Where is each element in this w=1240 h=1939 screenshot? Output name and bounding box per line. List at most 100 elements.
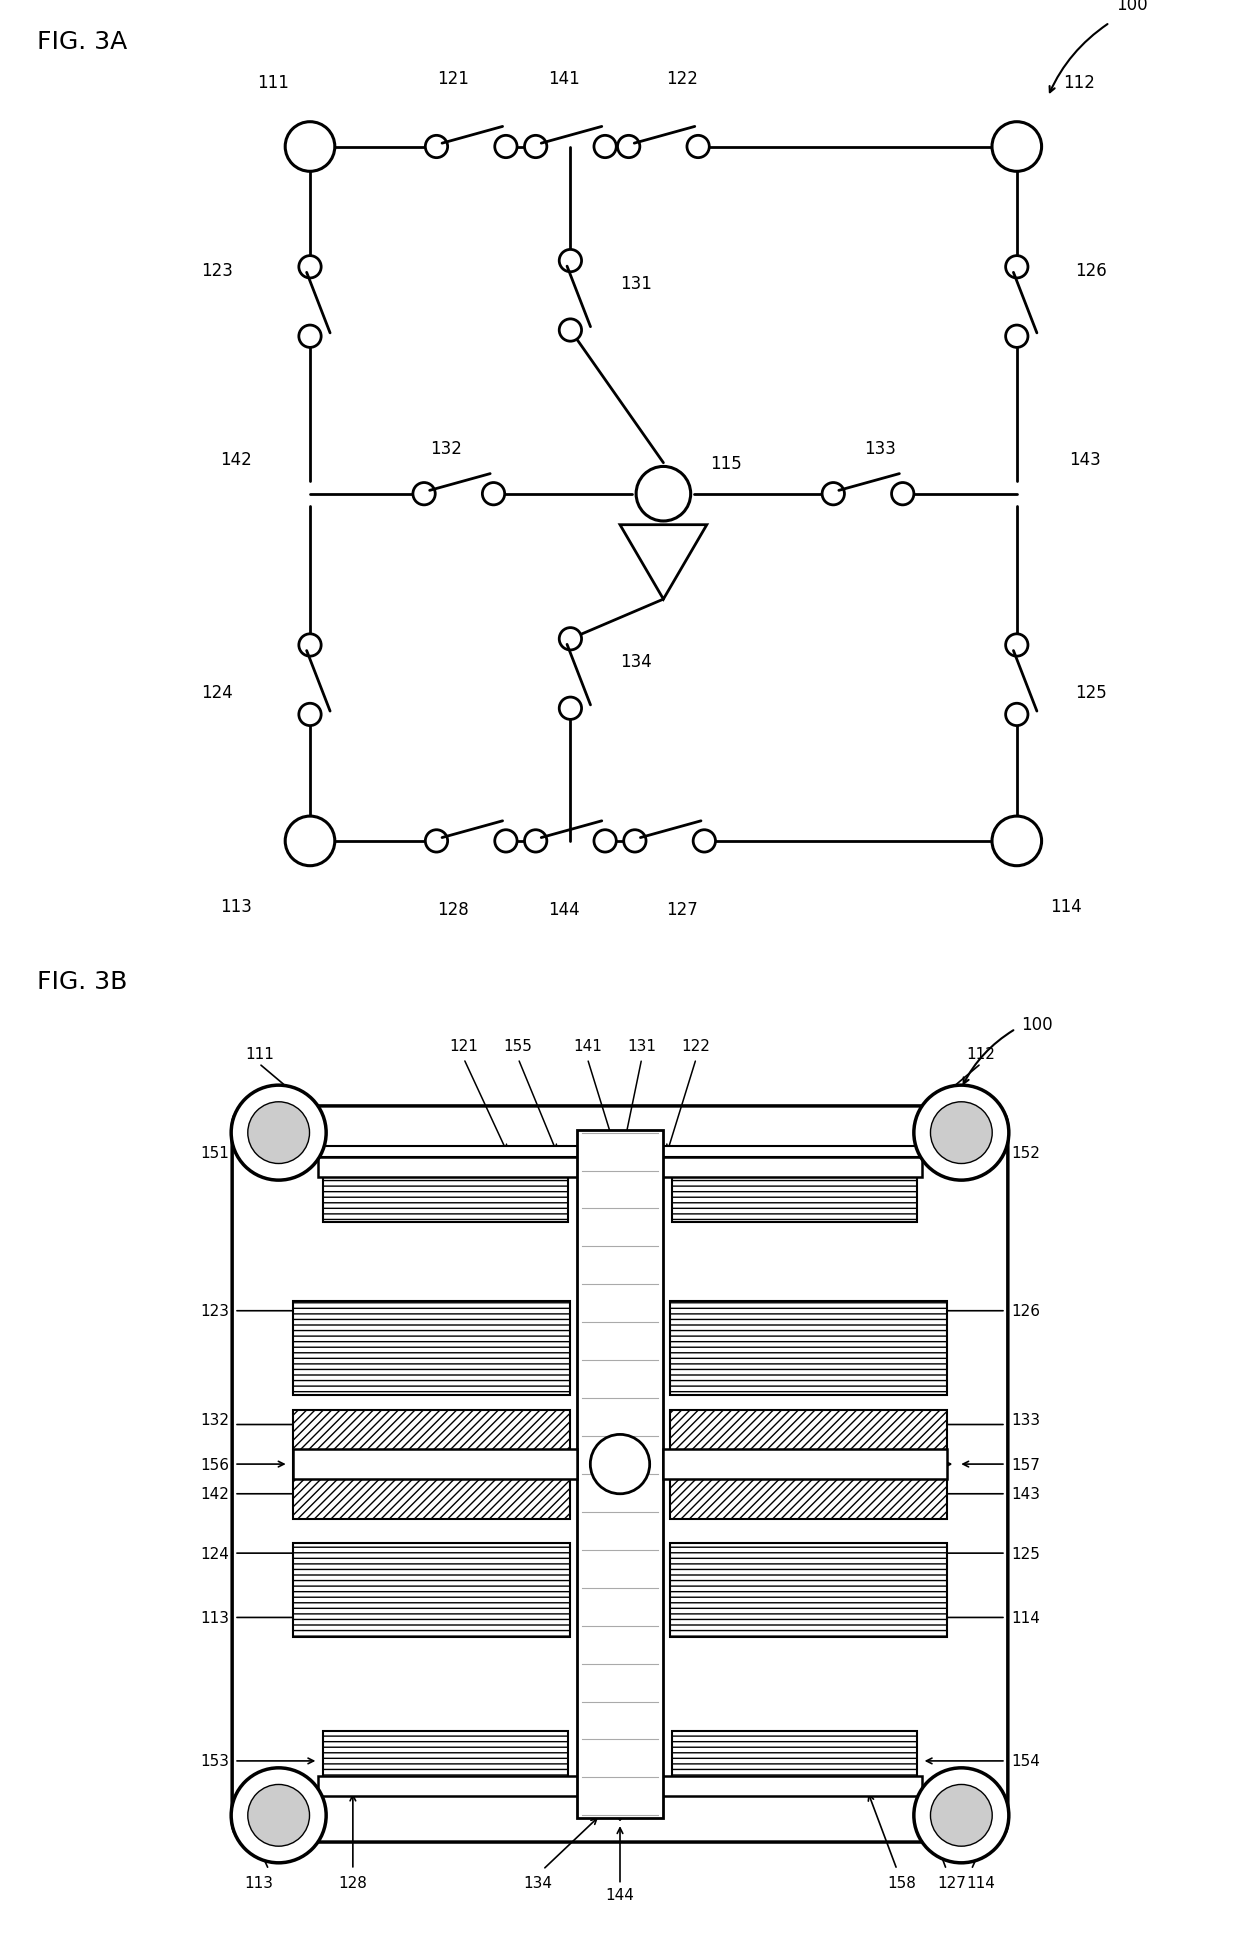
Text: 113: 113: [200, 1609, 229, 1625]
Text: 153: 153: [200, 1753, 229, 1768]
Circle shape: [559, 698, 582, 719]
Circle shape: [1006, 634, 1028, 657]
Circle shape: [1006, 326, 1028, 349]
Circle shape: [992, 816, 1042, 867]
Bar: [324, 1732, 568, 1792]
Text: 132: 132: [200, 1412, 229, 1427]
FancyBboxPatch shape: [662, 1450, 947, 1479]
Bar: [319, 1158, 921, 1177]
Text: 122: 122: [666, 70, 698, 87]
Circle shape: [590, 1435, 650, 1495]
Circle shape: [285, 122, 335, 173]
Text: 121: 121: [436, 70, 469, 87]
Circle shape: [231, 1086, 326, 1181]
Text: 128: 128: [436, 902, 469, 919]
Circle shape: [299, 634, 321, 657]
Text: 124: 124: [201, 1545, 229, 1561]
Circle shape: [425, 830, 448, 853]
Bar: [294, 1410, 569, 1518]
Circle shape: [624, 830, 646, 853]
Text: 132: 132: [430, 440, 463, 458]
Text: 114: 114: [1050, 898, 1083, 915]
Bar: [294, 1543, 569, 1637]
Text: 141: 141: [548, 70, 580, 87]
Circle shape: [636, 467, 691, 522]
Text: FIG. 3B: FIG. 3B: [37, 970, 128, 995]
Circle shape: [1006, 704, 1028, 727]
Circle shape: [992, 122, 1042, 173]
Text: 123: 123: [201, 262, 233, 281]
Circle shape: [594, 830, 616, 853]
Text: 115: 115: [630, 1456, 658, 1472]
Text: 112: 112: [1063, 74, 1095, 91]
Circle shape: [285, 816, 335, 867]
Text: 114: 114: [966, 1875, 996, 1891]
Circle shape: [248, 1784, 310, 1846]
Text: 133: 133: [864, 440, 897, 458]
Text: 143: 143: [1011, 1487, 1040, 1501]
Text: 154: 154: [1011, 1753, 1039, 1768]
Circle shape: [231, 1768, 326, 1863]
Text: 144: 144: [605, 1887, 635, 1902]
Text: 152: 152: [1011, 1146, 1039, 1160]
Text: 114: 114: [1011, 1609, 1039, 1625]
Text: 133: 133: [1011, 1412, 1040, 1427]
Text: 126: 126: [1011, 1303, 1040, 1319]
Circle shape: [693, 830, 715, 853]
Circle shape: [914, 1768, 1009, 1863]
Circle shape: [525, 830, 547, 853]
Text: 125: 125: [1075, 684, 1107, 702]
Text: 127: 127: [666, 902, 698, 919]
Circle shape: [495, 136, 517, 159]
Circle shape: [559, 628, 582, 652]
Text: 144: 144: [548, 902, 580, 919]
Bar: [294, 1301, 569, 1396]
Bar: [578, 1130, 662, 1819]
Text: 141: 141: [573, 1039, 601, 1055]
Circle shape: [299, 704, 321, 727]
Text: 126: 126: [1075, 262, 1107, 281]
Bar: [672, 1163, 916, 1222]
Text: 142: 142: [201, 1487, 229, 1501]
Text: 112: 112: [966, 1047, 996, 1061]
Circle shape: [914, 1086, 1009, 1181]
Circle shape: [482, 483, 505, 506]
Text: 125: 125: [1011, 1545, 1039, 1561]
Text: 111: 111: [257, 74, 289, 91]
Text: 134: 134: [523, 1875, 552, 1891]
Bar: [671, 1543, 946, 1637]
Text: 115: 115: [711, 454, 743, 473]
Bar: [672, 1732, 916, 1792]
Circle shape: [559, 320, 582, 341]
Bar: [671, 1410, 946, 1518]
Text: 157: 157: [1011, 1456, 1039, 1472]
Text: 142: 142: [219, 450, 252, 469]
Circle shape: [930, 1784, 992, 1846]
Text: 100: 100: [1021, 1016, 1053, 1033]
Circle shape: [1006, 256, 1028, 279]
Text: 124: 124: [201, 684, 233, 702]
Text: FIG. 3A: FIG. 3A: [37, 29, 128, 54]
Circle shape: [525, 136, 547, 159]
Bar: [671, 1301, 946, 1396]
Text: 156: 156: [200, 1456, 229, 1472]
Text: 128: 128: [339, 1875, 367, 1891]
Bar: [319, 1776, 921, 1796]
Text: 100: 100: [1116, 0, 1148, 14]
Polygon shape: [620, 525, 707, 599]
Circle shape: [495, 830, 517, 853]
Text: 155: 155: [503, 1039, 532, 1055]
Text: 123: 123: [200, 1303, 229, 1319]
Text: 158: 158: [888, 1875, 916, 1891]
Text: 113: 113: [219, 898, 252, 915]
Text: 127: 127: [937, 1875, 966, 1891]
Circle shape: [299, 326, 321, 349]
Text: 122: 122: [682, 1039, 711, 1055]
Circle shape: [687, 136, 709, 159]
Circle shape: [618, 136, 640, 159]
Text: 121: 121: [449, 1039, 479, 1055]
Circle shape: [930, 1101, 992, 1163]
Text: 134: 134: [620, 653, 652, 671]
Circle shape: [559, 250, 582, 273]
Text: 111: 111: [244, 1047, 274, 1061]
